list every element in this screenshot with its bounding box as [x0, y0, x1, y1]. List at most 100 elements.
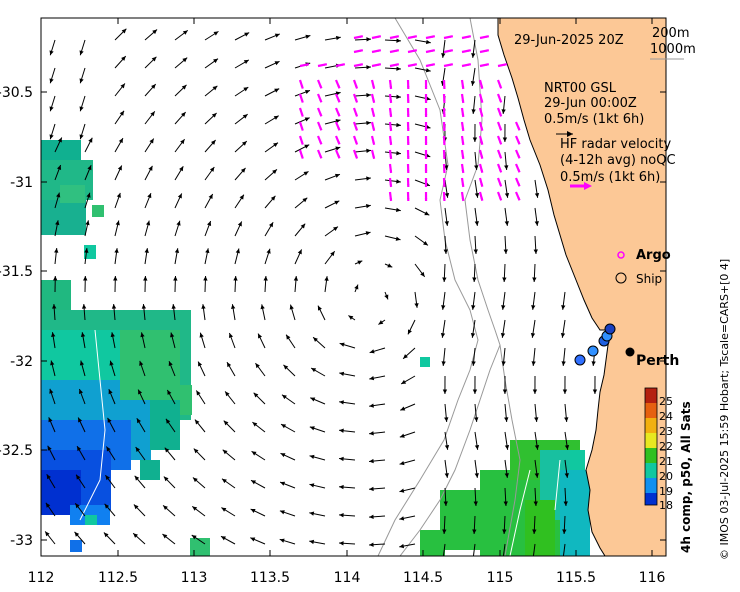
current-vector-head: [304, 117, 310, 122]
current-vector-head: [399, 488, 405, 493]
current-vector-head: [461, 198, 465, 201]
current-vector-head: [196, 390, 201, 396]
current-vector-head: [177, 193, 182, 199]
current-vector-head: [274, 88, 280, 93]
current-vector-head: [369, 431, 374, 436]
current-vector-head: [118, 138, 123, 144]
current-vector-head: [305, 63, 309, 67]
current-vector-head: [289, 304, 294, 310]
current-vector-head: [286, 334, 291, 340]
gsl-time: 29-Jun 00:00Z: [544, 96, 637, 111]
current-vector-head: [119, 110, 125, 116]
colorbar-swatch: [645, 448, 657, 463]
gsl-scale: 0.5m/s (1kt 6h): [544, 112, 644, 127]
current-vector-head: [255, 363, 260, 369]
sst-colorbar: 25 24 23 22 21 20 19 18 4h comp, p50, Al…: [644, 387, 693, 553]
current-vector-head: [168, 361, 173, 367]
current-vector-head: [117, 165, 122, 171]
current-vector-field: [44, 28, 598, 556]
current-vector-head: [564, 417, 569, 422]
current-vector-head: [231, 304, 236, 310]
current-vector-head: [181, 84, 187, 90]
colorbar-swatch: [645, 403, 657, 418]
current-vector-head: [564, 445, 570, 450]
current-vector-head: [57, 137, 62, 143]
current-vector-head: [116, 192, 121, 198]
current-vector-head: [151, 56, 157, 62]
current-vector-head: [174, 248, 180, 254]
current-vector-head: [250, 509, 256, 513]
current-vector-head: [424, 211, 430, 216]
y-tick-label: -30.5: [0, 85, 33, 101]
current-vector-head: [293, 276, 299, 281]
current-vector-head: [449, 49, 453, 53]
current-vector-head: [399, 433, 405, 438]
current-vector-head: [472, 137, 478, 142]
current-vector-head: [461, 100, 465, 103]
y-tick-label: -31.5: [0, 264, 33, 280]
current-vector-head: [424, 128, 428, 131]
current-vector-head: [194, 419, 200, 425]
current-vector-head: [461, 128, 465, 131]
current-vector-head: [210, 140, 216, 145]
current-vector-head: [281, 394, 287, 400]
current-vector-head: [317, 305, 322, 311]
current-vector-head: [163, 505, 168, 510]
current-vector-head: [243, 59, 249, 65]
ship-marker[interactable]: [587, 345, 599, 357]
current-vector-head: [198, 361, 203, 367]
current-vector-head: [339, 428, 344, 433]
current-vector-head: [485, 35, 489, 39]
current-vector-head: [413, 49, 417, 53]
current-vector-head: [431, 49, 435, 53]
x-tick-label: 112.5: [98, 570, 138, 586]
current-vector-head: [470, 333, 476, 338]
current-vector-head: [221, 478, 227, 484]
current-vector-head: [54, 248, 59, 253]
colorbar-title: 4h comp, p50, All Sats: [679, 401, 693, 553]
current-vector-head: [395, 207, 401, 213]
current-vector-head: [74, 531, 80, 537]
current-vector-head: [235, 248, 240, 254]
sst-patch-north-west: [41, 140, 104, 259]
current-vector-head: [79, 360, 85, 366]
current-vector-head: [309, 483, 315, 488]
ship-marker[interactable]: [574, 354, 586, 366]
current-vector-head: [49, 78, 54, 84]
current-vector-head: [532, 277, 537, 282]
perth-marker[interactable]: [625, 347, 635, 357]
current-vector-head: [485, 63, 489, 67]
ship-marker[interactable]: [604, 323, 616, 335]
current-vector-head: [389, 184, 393, 187]
isobath-1000m: [377, 18, 479, 556]
current-vector-head: [449, 35, 453, 39]
svg-text:Argo: Argo: [636, 248, 671, 263]
current-vector-head: [480, 169, 483, 173]
argo-marker-icon: [617, 251, 625, 259]
ship-markers[interactable]: [574, 323, 616, 366]
current-vector-head: [209, 166, 215, 172]
current-vector-head: [425, 39, 431, 45]
current-vector-head: [480, 197, 483, 201]
current-vector-head: [51, 332, 56, 337]
current-vector-head: [461, 170, 465, 173]
current-vector-head: [337, 99, 340, 103]
current-vector-head: [114, 248, 119, 253]
current-vector-head: [273, 115, 279, 120]
current-vector-head: [461, 86, 465, 89]
current-vector-head: [441, 305, 446, 310]
current-vector-head: [182, 57, 188, 63]
colorbar-swatch: [645, 478, 657, 493]
map-date-title: 29-Jun-2025 20Z: [514, 33, 624, 48]
current-vector-head: [47, 445, 52, 451]
current-vector-head: [480, 155, 483, 159]
current-vector-head: [164, 447, 170, 453]
colorbar-tick: 21: [659, 455, 673, 468]
current-vector-head: [533, 249, 538, 254]
current-vector-head: [534, 417, 539, 422]
current-vector-head: [480, 85, 483, 89]
current-vector-head: [424, 114, 428, 117]
current-vector-head: [339, 513, 344, 518]
current-vector-head: [366, 176, 371, 181]
current-vector-head: [228, 332, 234, 338]
